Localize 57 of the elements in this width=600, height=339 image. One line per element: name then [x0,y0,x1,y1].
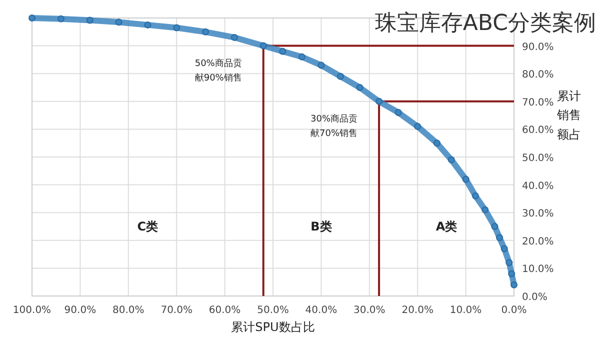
point [86,16,94,24]
y-tick-label: 10.0% [522,264,554,276]
x-tick-label: 10.0% [450,305,482,316]
point [144,21,152,28]
x-tick-label: 0.0% [501,305,527,316]
y-tick-label: 90.0% [522,42,554,53]
x-axis-title: 累计SPU数占比 [231,320,315,334]
annotation: B类 [310,220,332,234]
point [448,156,455,164]
point [298,53,306,60]
annotation: C类 [137,220,158,234]
point [279,48,286,55]
x-tick-label: 90.0% [64,305,96,316]
point [491,223,498,230]
point [230,34,238,41]
point [57,15,64,22]
point [202,28,210,36]
point [500,245,508,252]
y-tick-label: 60.0% [522,125,554,136]
x-tick-label: 50.0% [257,305,289,316]
y-tick-label: 0.0% [522,292,548,303]
point [173,24,180,32]
point [506,259,513,266]
point [433,140,440,147]
y-axis-title: 累计销售额占 [556,89,581,142]
y-tick-label: 40.0% [522,180,554,192]
x-tick-label: 70.0% [160,305,192,316]
y-tick-label: 30.0% [522,208,554,220]
y-tick-label: 50.0% [522,153,554,164]
x-tick-label: 30.0% [354,305,386,316]
point [336,72,344,80]
x-tick-label: 80.0% [112,305,144,316]
x-tick-label: 100.0% [12,305,52,316]
point [510,281,518,288]
x-tick-label: 40.0% [305,305,338,316]
y-tick-label: 80.0% [522,70,554,81]
point [318,62,325,69]
point [414,122,422,130]
point [376,98,383,105]
y-tick-label: 20.0% [522,236,554,248]
point [28,14,36,22]
point [115,18,122,26]
point [496,234,504,242]
x-tick-label: 20.0% [402,305,434,316]
point [394,109,402,116]
y-tick-label: 70.0% [522,97,554,108]
annotation: 50%商品贡献90%销售 [194,58,242,84]
annotation: 30%商品贡献70%销售 [310,114,358,139]
point [260,42,267,50]
chart-title: 珠宝库存ABC分类案例 [374,11,596,36]
point [508,270,516,278]
point [472,192,479,200]
point [356,84,364,91]
annotation: A类 [436,220,458,234]
point [482,206,489,214]
x-tick-label: 60.0% [208,305,241,316]
point [462,176,470,183]
